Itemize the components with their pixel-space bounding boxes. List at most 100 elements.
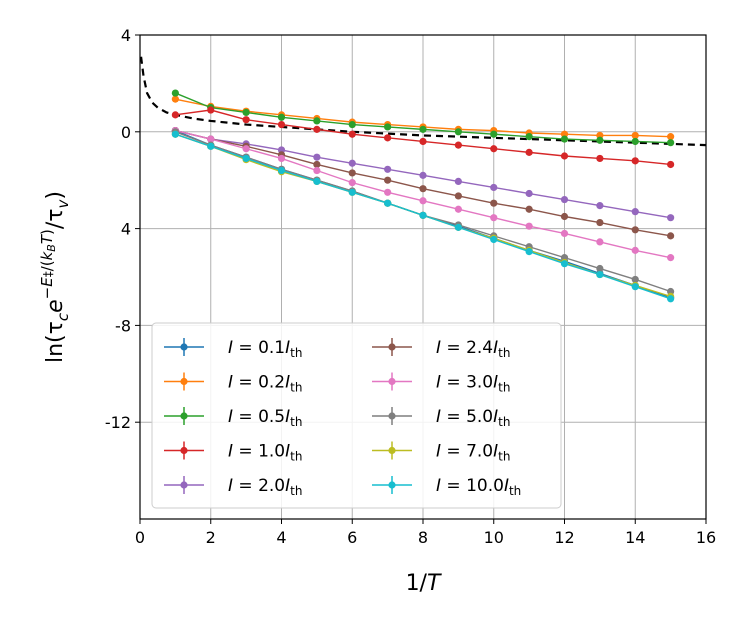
legend-label: I = 0.2Ith	[228, 373, 302, 395]
legend-marker	[180, 446, 188, 455]
data-point	[490, 199, 498, 207]
data-point	[667, 295, 675, 303]
data-point	[525, 222, 533, 230]
legend-marker	[180, 343, 188, 351]
data-point	[313, 125, 321, 133]
legend-label: I = 10.0Ith	[436, 476, 521, 498]
legend-label: I = 1.0Ith	[228, 442, 302, 464]
legend-marker	[388, 481, 396, 489]
legend-label: I = 2.0Ith	[228, 476, 302, 498]
data-point	[667, 133, 675, 141]
series-layer	[171, 89, 675, 303]
legend-marker	[180, 481, 188, 489]
data-point	[384, 165, 392, 173]
legend-item-7.0: I = 7.0Ith	[372, 441, 510, 464]
data-point	[667, 214, 675, 222]
data-point	[525, 148, 533, 156]
data-point	[348, 130, 356, 138]
data-point	[525, 205, 533, 213]
legend-box	[151, 322, 562, 509]
y-tick-label: -12	[105, 413, 131, 432]
data-point	[384, 176, 392, 184]
series-0.5	[171, 89, 675, 147]
data-point	[419, 125, 427, 133]
legend-label: I = 3.0Ith	[436, 373, 510, 395]
legend-marker	[388, 446, 396, 455]
legend-marker	[388, 412, 396, 420]
data-point	[419, 197, 427, 205]
data-point	[242, 154, 250, 163]
data-point	[454, 205, 462, 213]
legend-item-1.0: I = 1.0Ith	[164, 441, 302, 464]
data-point	[560, 195, 569, 204]
data-point	[171, 95, 179, 103]
data-point	[384, 123, 392, 131]
legend-item-2.0: I = 2.0Ith	[164, 476, 302, 498]
legend-marker	[388, 377, 396, 386]
data-point	[667, 254, 675, 262]
data-point	[384, 199, 392, 207]
x-tick-label: 4	[276, 528, 286, 547]
data-point	[313, 153, 321, 161]
data-point	[384, 188, 392, 196]
x-tick-label: 14	[625, 528, 645, 547]
data-point	[348, 188, 356, 196]
data-point	[242, 116, 250, 124]
x-tick-label: 16	[696, 528, 716, 547]
data-point	[242, 108, 250, 117]
y-axis-label: ln(τce−E‡/(kBT)/τv)	[38, 191, 72, 363]
data-point	[596, 270, 604, 279]
data-point	[277, 120, 286, 129]
legend-item-10.0: I = 10.0Ith	[372, 476, 521, 498]
legend-item-3.0: I = 3.0Ith	[372, 372, 510, 395]
data-point	[384, 134, 392, 142]
data-point	[596, 218, 604, 227]
data-point	[525, 189, 533, 198]
data-point	[348, 159, 356, 167]
data-point	[525, 247, 533, 256]
data-point	[454, 128, 462, 136]
legend-marker	[180, 377, 188, 386]
legend-label: I = 5.0Ith	[436, 407, 510, 429]
ticks: 0 2 4 6 8 10 12 14 16 4 0 4 -8 -12	[105, 26, 716, 547]
x-tick-label: 12	[554, 528, 574, 547]
data-point	[207, 106, 215, 114]
data-point	[631, 246, 639, 254]
data-point	[277, 154, 286, 163]
data-point	[631, 283, 639, 291]
data-point	[313, 160, 321, 169]
data-point	[490, 183, 498, 192]
data-point	[560, 212, 569, 221]
data-point	[454, 223, 462, 231]
data-point	[631, 208, 639, 216]
y-tick-label: 0	[121, 123, 131, 142]
data-point	[631, 137, 639, 146]
data-point	[667, 160, 675, 169]
data-point	[560, 229, 569, 238]
data-point	[596, 202, 604, 210]
x-tick-label: 8	[418, 528, 428, 547]
legend-marker	[388, 343, 396, 351]
x-tick-label: 10	[484, 528, 504, 547]
data-point	[419, 211, 427, 219]
legend-item-2.4: I = 2.4Ith	[372, 338, 510, 360]
x-tick-label: 2	[206, 528, 216, 547]
data-point	[560, 260, 569, 268]
data-point	[631, 157, 639, 165]
data-point	[419, 137, 427, 146]
data-point	[207, 142, 215, 150]
data-point	[667, 139, 675, 147]
x-axis-label: 1/T	[406, 571, 442, 596]
x-tick-label: 0	[135, 528, 145, 547]
series-10.0	[171, 130, 675, 303]
data-point	[596, 238, 604, 246]
x-tick-label: 6	[347, 528, 357, 547]
legend-item-0.2: I = 0.2Ith	[164, 372, 302, 395]
data-point	[348, 169, 356, 177]
data-point	[348, 120, 356, 129]
data-point	[313, 177, 321, 186]
y-tick-label: -8	[115, 316, 131, 335]
data-point	[419, 185, 427, 193]
